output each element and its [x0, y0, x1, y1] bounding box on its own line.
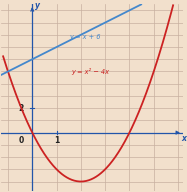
Text: y = x + 6: y = x + 6 [69, 34, 100, 40]
Text: x: x [182, 134, 187, 143]
Text: 2: 2 [19, 104, 24, 113]
Text: y = x² − 4x: y = x² − 4x [71, 68, 109, 75]
Text: y: y [35, 1, 40, 10]
Text: 1: 1 [54, 136, 59, 145]
Text: 0: 0 [19, 136, 24, 145]
